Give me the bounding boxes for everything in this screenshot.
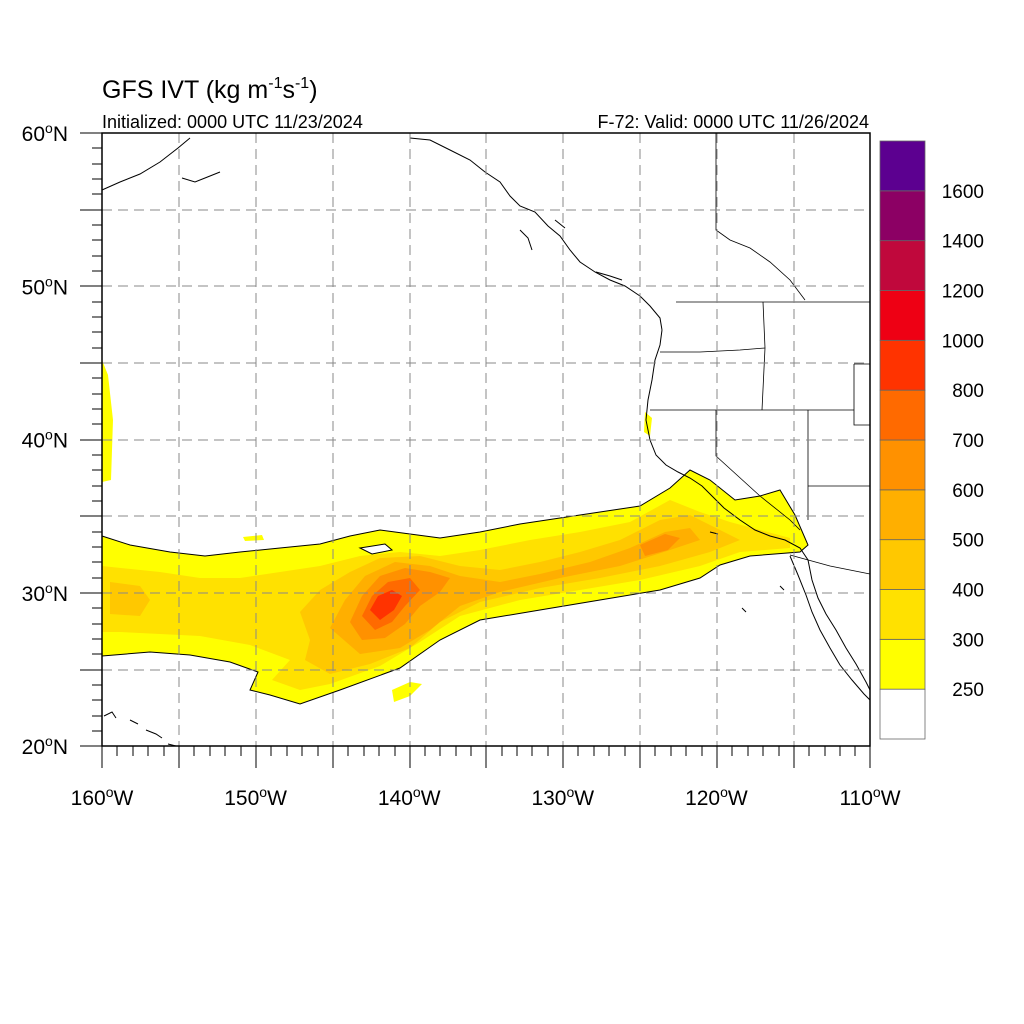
colorbar-swatch-0 (879, 688, 926, 740)
lon-label-2: 140oW (378, 784, 441, 810)
colorbar-swatch-7 (879, 339, 926, 391)
border-id (761, 301, 766, 411)
colorbar-swatch-6 (879, 389, 926, 441)
lon-label-0: 160oW (71, 784, 134, 810)
axis-ticks (80, 132, 871, 768)
border-wa-or (660, 347, 766, 353)
alaska-islands (181, 171, 623, 281)
ivt-shading (101, 360, 809, 705)
baja-coast (789, 555, 871, 701)
lat-label-0: 60oN (22, 120, 68, 146)
colorbar-swatch-1 (879, 638, 926, 690)
colorbar-swatch-3 (879, 539, 926, 590)
hawaii-islands (103, 711, 177, 747)
colorbar-label-10: 1600 (942, 182, 984, 203)
map-panel (80, 132, 871, 768)
colorbar-swatch-5 (879, 439, 926, 491)
north-american-coast (645, 329, 871, 691)
lat-label-4: 20oN (22, 733, 68, 759)
colorbar-label-1: 300 (952, 630, 984, 651)
colorbar-swatch-10 (879, 190, 926, 242)
state-boundaries (650, 133, 871, 575)
title-end: ) (309, 76, 317, 104)
colorbar-label-3: 500 (952, 531, 984, 552)
valid-label: F-72: Valid: 0000 UTC 11/26/2024 (598, 112, 870, 132)
colorbar-label-6: 800 (952, 381, 984, 402)
colorbar-swatch-2 (879, 589, 926, 640)
border-nv-ca (715, 410, 801, 531)
ivt-800-region (370, 590, 402, 620)
border-wy (853, 363, 870, 426)
lat-label-3: 30oN (22, 580, 68, 606)
ivt-250-contour (101, 469, 809, 705)
lon-label-4: 120oW (685, 784, 748, 810)
colorbar-swatch-9 (879, 240, 926, 291)
title-sup2: -1 (295, 75, 309, 92)
initialized-label: Initialized: 0000 UTC 11/23/2024 (102, 112, 363, 132)
ivt-blob-north (243, 535, 264, 541)
ivt-blob-west-edge (102, 360, 113, 482)
coastlines (101, 137, 871, 747)
border-mexico (789, 554, 871, 575)
island-hole (358, 543, 394, 555)
colorbar-swatch-4 (879, 489, 926, 541)
alaska-coast (101, 137, 663, 331)
colorbar-swatch-11 (879, 140, 926, 192)
border-canada-interior (715, 133, 806, 301)
lat-label-2: 40oN (22, 427, 68, 453)
ivt-blob-south (392, 682, 422, 702)
latitude-labels: 60oN 50oN 40oN 30oN 20oN (22, 120, 68, 759)
title-sup1: -1 (268, 75, 282, 92)
colorbar: 250 300 400 500 600 700 800 1000 1200 1400 1600 (879, 140, 984, 740)
longitude-labels: 160oW 150oW 140oW 130oW 120oW 110oW (71, 784, 901, 810)
colorbar-label-0: 250 (952, 680, 984, 701)
colorbar-label-8: 1200 (942, 282, 984, 303)
gridlines (102, 133, 870, 746)
colorbar-label-4: 600 (952, 481, 984, 502)
lon-label-3: 130oW (531, 784, 594, 810)
colorbar-label-5: 700 (952, 431, 984, 452)
ivt-500-region (330, 528, 700, 654)
colorbar-label-9: 1400 (942, 232, 984, 253)
map-title: GFS IVT (kg m-1s-1) (102, 75, 318, 104)
colorbar-label-2: 400 (952, 581, 984, 602)
lat-label-1: 50oN (22, 273, 68, 299)
title-main: GFS IVT (kg m (102, 76, 268, 104)
colorbar-label-7: 1000 (942, 331, 984, 352)
lon-label-1: 150oW (224, 784, 287, 810)
title-mid: s (282, 76, 295, 104)
colorbar-swatch-8 (879, 290, 926, 341)
lon-label-5: 110oW (839, 784, 900, 810)
